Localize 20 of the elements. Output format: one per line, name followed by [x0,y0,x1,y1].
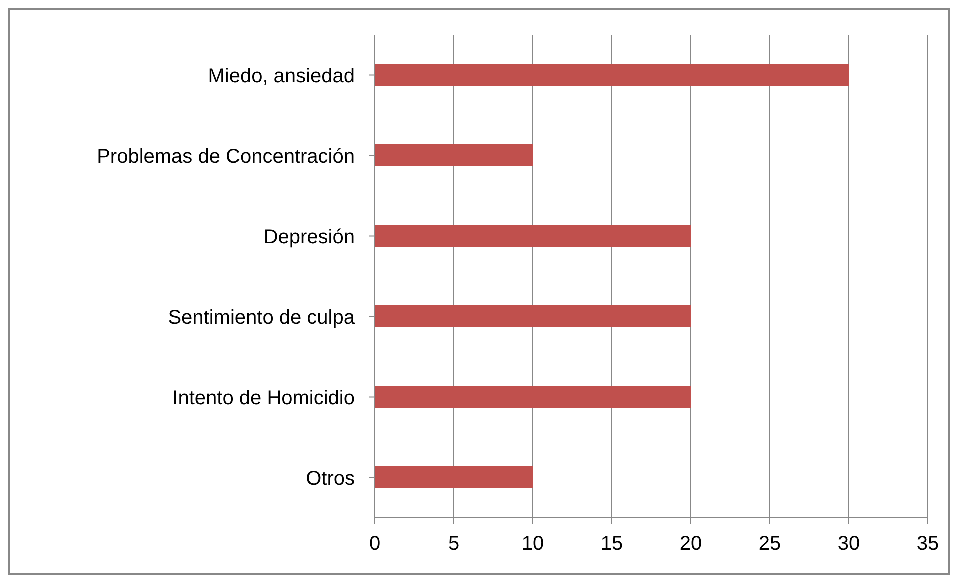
x-tick-label: 0 [369,533,381,556]
bar [375,144,533,166]
bar [375,64,849,86]
y-tick-label: Miedo, ansiedad [208,65,355,88]
x-tick-label: 5 [448,533,460,556]
bar [375,386,691,408]
x-tick-label: 15 [600,533,624,556]
y-tick-label: Sentimiento de culpa [168,306,356,329]
y-tick-label: Depresión [264,226,355,248]
y-tick-label: Problemas de Concentración [97,146,355,168]
x-tick-label: 35 [916,533,940,556]
y-tick-label: Intento de Homicidio [172,387,355,410]
x-tick-label: 25 [758,533,782,556]
bar [375,225,691,247]
bar [375,306,691,328]
x-tick-label: 10 [522,533,544,556]
x-tick-label: 20 [680,533,702,556]
y-tick-label: Otros [306,468,355,490]
bar [375,466,533,488]
x-tick-label: 30 [838,533,860,556]
